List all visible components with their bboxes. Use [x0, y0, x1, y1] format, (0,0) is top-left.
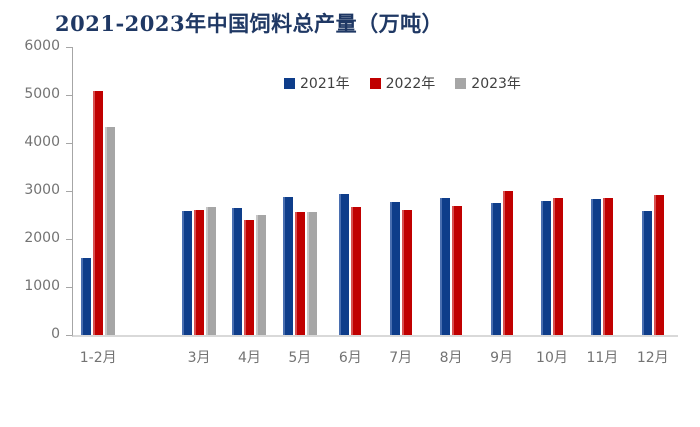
category-slot: 9月 — [476, 47, 526, 366]
legend-item-2021年: 2021年 — [284, 73, 350, 93]
bar-2023年-1-2月 — [105, 126, 116, 335]
bar-2021年-4月 — [232, 207, 243, 335]
x-axis-label: 4月 — [237, 350, 261, 366]
bar-2023年-5月 — [306, 211, 317, 335]
bar-2022年-12月 — [653, 195, 664, 335]
bar-2021年-1-2月 — [81, 258, 92, 335]
bar-2022年-7月 — [401, 210, 412, 335]
category-slot: 10月 — [527, 47, 577, 366]
category-slot: 1-2月 — [73, 47, 123, 366]
x-axis-label: 1-2月 — [79, 350, 117, 366]
bar-2022年-6月 — [351, 206, 362, 335]
y-axis-tick — [66, 143, 72, 144]
legend-label: 2021年 — [300, 76, 350, 92]
bar-2022年-9月 — [502, 191, 513, 335]
legend-swatch-icon — [369, 77, 381, 89]
bar-2021年-5月 — [282, 197, 293, 335]
category-slot: 3月 — [174, 47, 224, 366]
bar-2022年-11月 — [603, 197, 614, 335]
bar-2021年-6月 — [339, 193, 350, 335]
bar-2022年-8月 — [452, 206, 463, 335]
y-axis-label: 2000 — [24, 230, 60, 246]
bar-2022年-4月 — [244, 219, 255, 335]
y-axis-tick — [66, 335, 72, 336]
x-axis-label: 5月 — [288, 350, 312, 366]
category-slot — [123, 47, 173, 335]
bar-2021年-12月 — [641, 211, 652, 335]
bar-2023年-4月 — [256, 215, 267, 335]
bar-2021年-7月 — [389, 202, 400, 335]
bar-2021年-9月 — [490, 203, 501, 335]
y-axis-label: 5000 — [24, 86, 60, 102]
y-axis-label: 0 — [51, 326, 60, 342]
y-axis-tick — [66, 191, 72, 192]
legend: 2021年 2022年 2023年 — [284, 73, 521, 93]
bar-2021年-11月 — [591, 199, 602, 335]
bar-2021年-8月 — [440, 198, 451, 335]
bar-2022年-1-2月 — [93, 91, 104, 335]
y-axis-label: 6000 — [24, 38, 60, 54]
y-axis-tick — [66, 239, 72, 240]
y-axis-tick — [66, 95, 72, 96]
y-axis-tick — [66, 47, 72, 48]
x-axis-label: 10月 — [536, 350, 568, 366]
legend-label: 2022年 — [385, 76, 436, 92]
category-slot: 11月 — [577, 47, 627, 366]
y-axis-tick — [66, 287, 72, 288]
y-axis-label: 3000 — [24, 182, 60, 198]
y-axis-label: 1000 — [24, 278, 60, 294]
bar-2022年-5月 — [294, 212, 305, 335]
category-slot: 8月 — [426, 47, 476, 366]
legend-item-2022年: 2022年 — [369, 73, 436, 93]
bar-2022年-10月 — [552, 198, 563, 335]
x-axis-label: 7月 — [389, 350, 413, 366]
legend-swatch-icon — [455, 77, 467, 89]
bar-2022年-3月 — [194, 210, 205, 335]
bar-2021年-10月 — [540, 201, 551, 335]
plot-area: 1-2月 3月 4月 5月 6月 7月 8月 9月 10月 11月 12月 — [72, 47, 678, 366]
bar-2023年-3月 — [206, 206, 217, 335]
legend-item-2023年: 2023年 — [455, 73, 521, 93]
legend-swatch-icon — [284, 77, 295, 89]
x-axis-label: 6月 — [338, 350, 362, 366]
x-axis-label: 3月 — [187, 350, 211, 366]
x-axis-label: 12月 — [636, 350, 669, 366]
category-slot: 4月 — [224, 47, 274, 366]
category-slot: 6月 — [325, 47, 375, 366]
bar-2021年-3月 — [182, 211, 193, 335]
category-slot: 7月 — [376, 47, 426, 366]
category-slot: 12月 — [628, 47, 678, 366]
x-axis-label: 9月 — [490, 350, 513, 366]
x-axis-label: 8月 — [439, 350, 463, 366]
chart-title: 2021-2023年中国饲料总产量（万吨） — [55, 11, 444, 36]
category-slot: 5月 — [275, 47, 325, 366]
y-axis-label: 4000 — [24, 134, 60, 150]
x-axis-label: 11月 — [586, 350, 619, 366]
legend-label: 2023年 — [471, 76, 521, 92]
